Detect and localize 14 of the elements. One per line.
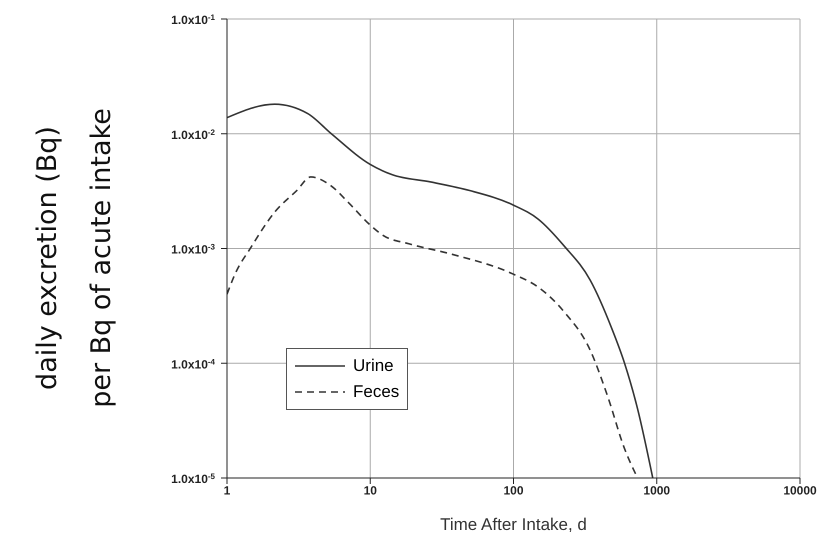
y-axis-title: daily excretion (Bq) per Bq of acute intake [32, 108, 117, 408]
x-tick-label: 1000 [643, 484, 670, 498]
y-tick-label: 1.0x10$^{-3}$ [171, 242, 216, 256]
x-tick-label: 1 [224, 484, 231, 498]
y-tick-label: 1.0x10$^{-4}$ [171, 356, 216, 372]
x-tick-label: 10 [364, 484, 378, 498]
x-tick-label: 100 [503, 484, 524, 498]
x-axis-title: Time After Intake, d [440, 515, 587, 534]
x-tick-label: 10000 [783, 484, 818, 498]
y-tick-label: 1.0x10$^{-5}$ [171, 472, 216, 486]
y-tick-label: 1.0x10$^{-2}$ [171, 127, 216, 142]
legend-label: Feces [353, 382, 400, 402]
legend-label: Urine [353, 356, 394, 376]
y-tick-label: 1.0x10$^{-1}$ [171, 12, 216, 27]
